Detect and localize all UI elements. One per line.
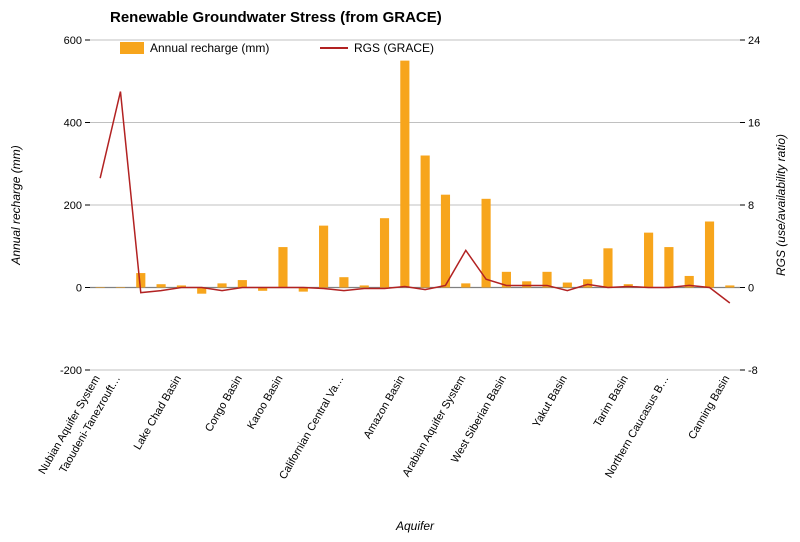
y-axis-right-label: RGS (use/availability ratio): [774, 134, 788, 276]
bar: [705, 222, 714, 288]
chart-title: Renewable Groundwater Stress (from GRACE…: [110, 9, 442, 26]
bar: [725, 285, 734, 287]
y-axis-left-label: Annual recharge (mm): [9, 145, 23, 265]
bar: [157, 284, 166, 287]
ytick-right-label: 16: [748, 118, 760, 130]
bar: [360, 285, 369, 287]
ytick-left-label: 400: [64, 118, 82, 130]
legend-label-bar: Annual recharge (mm): [150, 41, 269, 55]
bar: [238, 280, 247, 287]
ytick-left-label: 200: [64, 200, 82, 212]
bar: [563, 283, 572, 288]
bar: [644, 233, 653, 288]
legend-swatch-bar: [120, 42, 144, 54]
combo-chart: -2000200400600-8081624Nubian Aquifer Sys…: [0, 0, 800, 542]
bar: [522, 281, 531, 287]
bar: [664, 247, 673, 287]
legend-label-line: RGS (GRACE): [354, 41, 434, 55]
bar: [441, 195, 450, 288]
ytick-left-label: 0: [76, 283, 82, 295]
bar: [116, 288, 125, 289]
bar: [603, 248, 612, 287]
bar: [319, 226, 328, 288]
chart-bg: [0, 0, 800, 542]
bar: [583, 279, 592, 287]
ytick-right-label: 24: [748, 35, 760, 47]
bar: [461, 283, 470, 287]
ytick-left-label: 600: [64, 35, 82, 47]
ytick-right-label: 8: [748, 200, 754, 212]
bar: [421, 156, 430, 288]
bar: [278, 247, 287, 287]
x-axis-label: Aquifer: [395, 519, 435, 533]
bar: [217, 283, 226, 287]
chart-container: -2000200400600-8081624Nubian Aquifer Sys…: [0, 0, 800, 542]
bar: [339, 277, 348, 287]
ytick-right-label: 0: [748, 283, 754, 295]
bar: [96, 288, 105, 289]
bar: [380, 218, 389, 287]
bar: [400, 61, 409, 288]
ytick-left-label: -200: [60, 365, 82, 377]
ytick-right-label: -8: [748, 365, 758, 377]
